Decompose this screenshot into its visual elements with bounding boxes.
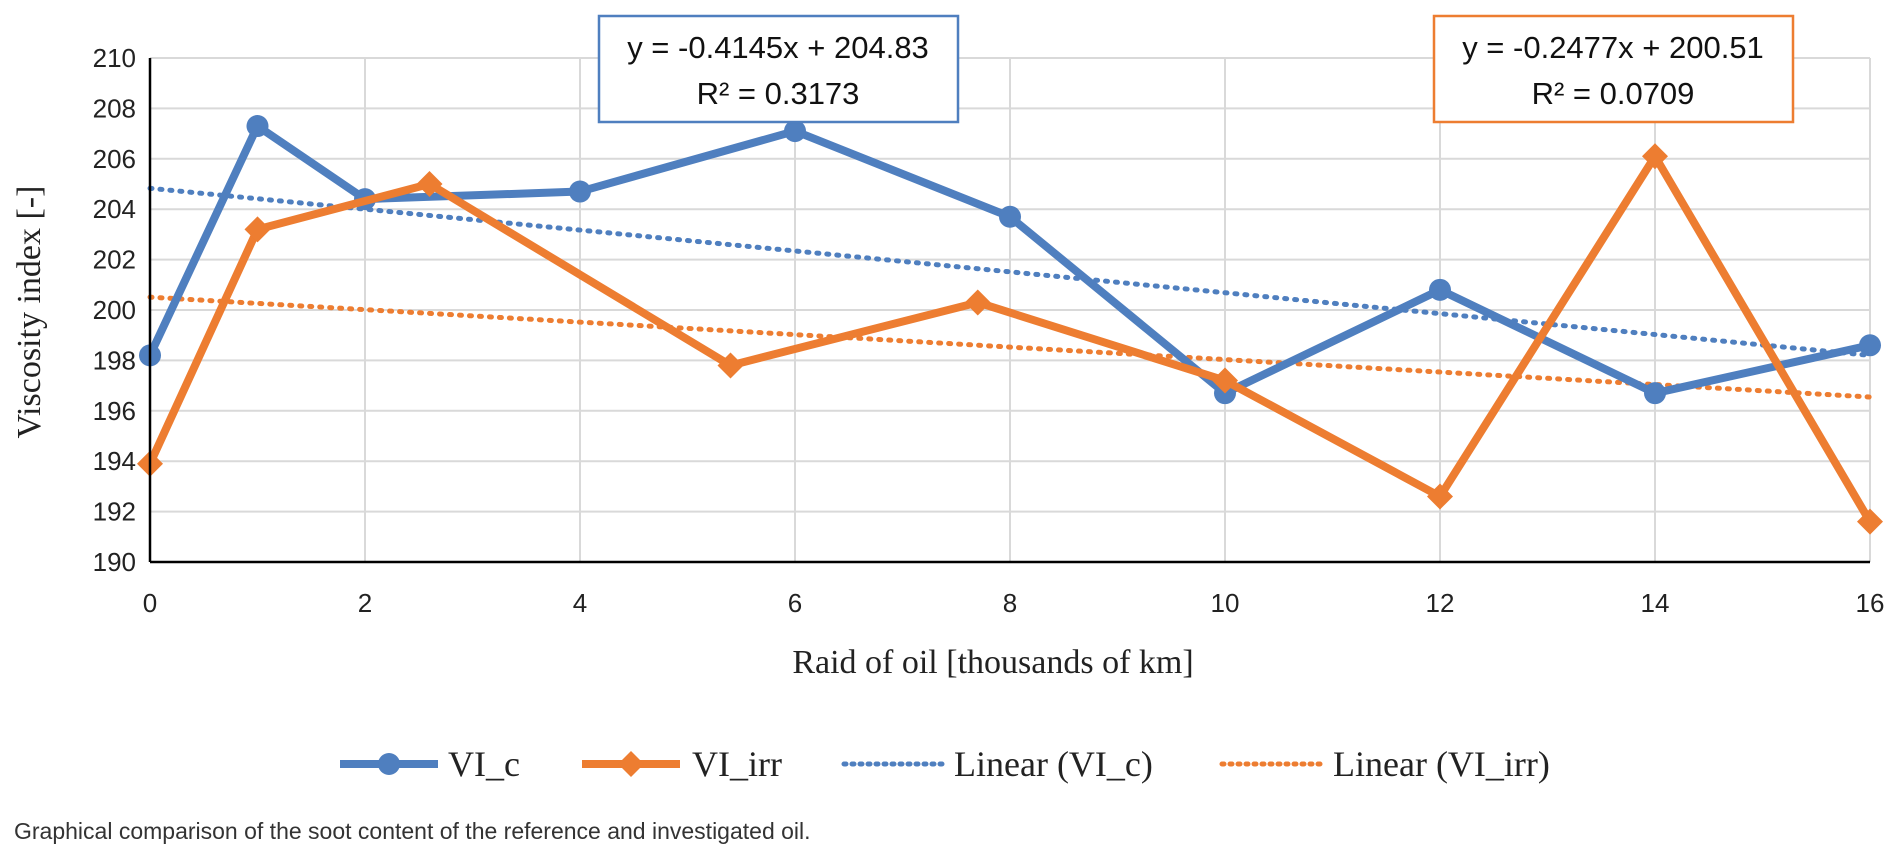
x-axis-title: Raid of oil [thousands of km] xyxy=(792,644,1193,681)
y-tick-label-194: 194 xyxy=(93,446,136,476)
x-tick-label-2: 2 xyxy=(358,588,372,618)
trendline-r2-vi-c: R² = 0.3173 xyxy=(697,76,860,111)
data-point-vi-irr xyxy=(964,289,991,316)
x-tick-label-16: 16 xyxy=(1856,588,1885,618)
legend-label-linear-vi-c: Linear (VI_c) xyxy=(954,744,1153,784)
trendline-r2-vi-irr: R² = 0.0709 xyxy=(1532,76,1695,111)
figure-caption: Graphical comparison of the soot content… xyxy=(14,818,811,844)
y-tick-label-208: 208 xyxy=(93,93,136,123)
trendline-equation-box-vi-irr: y = -0.2477x + 200.51 R² = 0.0709 xyxy=(1432,14,1795,124)
y-tick-label-190: 190 xyxy=(93,547,136,577)
y-tick-label-210: 210 xyxy=(93,43,136,73)
chart-axes xyxy=(148,58,1870,564)
trendline-equation-vi-c: y = -0.4145x + 204.83 xyxy=(627,30,929,65)
legend-item-vi-c: VI_c xyxy=(340,744,520,784)
data-point-vi-c xyxy=(1429,278,1451,301)
trendline-vi-c xyxy=(147,185,1873,358)
y-tick-label-200: 200 xyxy=(93,295,136,325)
data-point-vi-irr xyxy=(1857,508,1883,535)
data-series xyxy=(137,115,1883,535)
trendline-equation-vi-irr: y = -0.2477x + 200.51 xyxy=(1462,30,1764,65)
x-tick-label-12: 12 xyxy=(1426,588,1455,618)
y-axis-title: Viscosity index [-] xyxy=(11,186,48,439)
series-line-vi-c xyxy=(146,122,1874,398)
legend-item-linear-vi-irr: Linear (VI_irr) xyxy=(1219,744,1550,784)
legend-item-linear-vi-c: Linear (VI_c) xyxy=(841,744,1153,784)
x-tick-label-4: 4 xyxy=(573,588,587,618)
data-point-vi-c xyxy=(1644,382,1666,405)
data-point-vi-irr xyxy=(244,216,271,243)
x-tick-label-10: 10 xyxy=(1211,588,1240,618)
legend-item-vi-irr: VI_irr xyxy=(582,744,782,784)
legend-label-vi-irr: VI_irr xyxy=(692,744,782,784)
data-point-vi-irr xyxy=(416,171,443,197)
legend-label-linear-vi-irr: Linear (VI_irr) xyxy=(1333,744,1550,784)
trendline-equation-box-vi-c: y = -0.4145x + 204.83 R² = 0.3173 xyxy=(597,14,960,124)
data-point-vi-irr xyxy=(1427,483,1453,510)
tick-labels: 190 192 194 196 198 200 202 204 206 208 210 0 2 4 6 8 10… xyxy=(93,43,1885,618)
y-tick-label-204: 204 xyxy=(93,194,136,224)
y-tick-label-192: 192 xyxy=(93,497,136,527)
trendline-vi-irr xyxy=(147,294,1873,400)
y-tick-label-198: 198 xyxy=(93,345,136,375)
viscosity-line-chart: 190 192 194 196 198 200 202 204 206 208 210 0 2 4 6 8 10… xyxy=(11,14,1885,784)
y-tick-label-196: 196 xyxy=(93,396,136,426)
data-point-vi-irr xyxy=(717,352,744,379)
x-tick-label-6: 6 xyxy=(788,588,802,618)
x-tick-label-14: 14 xyxy=(1641,588,1670,618)
data-point-vi-c xyxy=(1859,334,1881,357)
chart-legend: VI_c VI_irr Linear (VI_c) Linear (VI_irr… xyxy=(340,744,1550,784)
trendlines xyxy=(147,185,1873,400)
data-point-vi-c xyxy=(784,120,806,143)
y-tick-label-206: 206 xyxy=(93,144,136,174)
data-point-vi-c xyxy=(999,205,1021,228)
legend-label-vi-c: VI_c xyxy=(448,744,520,784)
x-tick-label-0: 0 xyxy=(143,588,157,618)
data-point-vi-c xyxy=(246,115,269,138)
data-point-vi-c xyxy=(569,180,591,203)
x-tick-label-8: 8 xyxy=(1003,588,1017,618)
y-tick-label-202: 202 xyxy=(93,245,136,275)
data-point-vi-irr xyxy=(1212,367,1238,394)
data-point-vi-irr xyxy=(1642,143,1668,170)
